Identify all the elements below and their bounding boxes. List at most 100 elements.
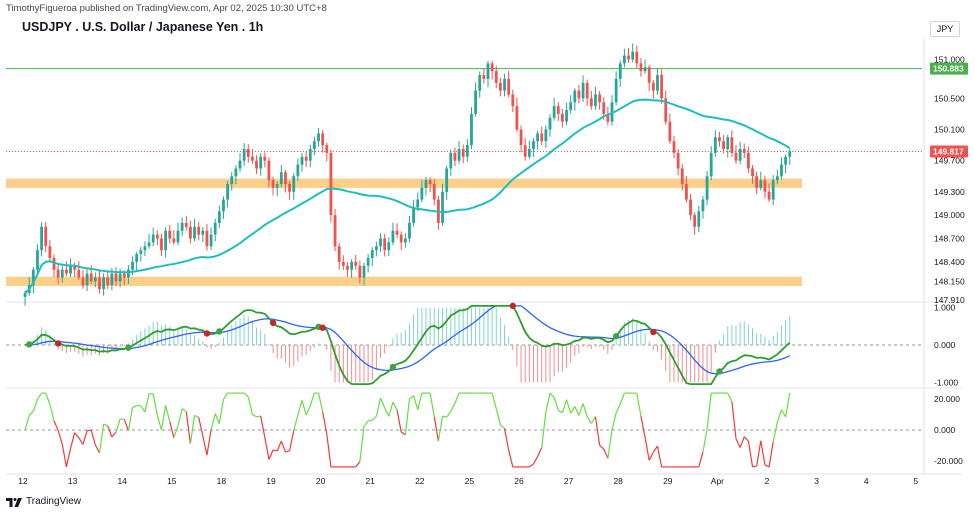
oscillator-segment bbox=[371, 415, 377, 421]
candle-up bbox=[441, 191, 444, 223]
oscillator-segment bbox=[570, 406, 576, 414]
oscillator-segment bbox=[210, 413, 216, 431]
oscillator-segment bbox=[156, 415, 163, 431]
oscillator-segment bbox=[731, 401, 737, 439]
candle-up bbox=[643, 67, 647, 72]
oscillator-segment bbox=[111, 431, 117, 438]
macd-tick-label: 0.000 bbox=[934, 340, 956, 350]
price-tick-label: 149.700 bbox=[934, 156, 965, 166]
oscillator-segment bbox=[636, 393, 642, 417]
oscillator-segment bbox=[396, 409, 402, 432]
candle-down bbox=[432, 184, 436, 200]
oscillator-segment bbox=[69, 432, 76, 449]
oscillator-segment bbox=[189, 415, 196, 444]
oscillator-segment bbox=[615, 403, 621, 414]
candle-up bbox=[370, 250, 374, 258]
candle-up bbox=[709, 152, 713, 177]
time-tick-label: Apr bbox=[711, 476, 724, 486]
candle-down bbox=[77, 269, 81, 278]
candle-up bbox=[771, 180, 775, 200]
candle-up bbox=[366, 257, 370, 266]
candle-up bbox=[213, 222, 217, 235]
oscillator-segment bbox=[322, 411, 328, 435]
candle-up bbox=[279, 172, 283, 185]
time-tick-label: 13 bbox=[68, 476, 78, 486]
tradingview-brand[interactable]: TradingView bbox=[6, 496, 81, 507]
oscillator-segment bbox=[127, 407, 134, 431]
oscillator-segment bbox=[392, 401, 398, 411]
candle-down bbox=[482, 75, 486, 79]
candle-up bbox=[527, 148, 531, 157]
time-tick-label: 14 bbox=[117, 476, 127, 486]
candle-up bbox=[408, 222, 411, 239]
candle-down bbox=[267, 160, 271, 181]
macd-cross-down-dot bbox=[319, 324, 326, 331]
price-tick-label: 148.400 bbox=[934, 257, 965, 267]
oscillator-segment bbox=[86, 429, 92, 432]
time-tick-label: 22 bbox=[415, 476, 425, 486]
candle-up bbox=[759, 180, 763, 188]
candle-down bbox=[246, 148, 250, 157]
oscillator-segment bbox=[165, 405, 171, 422]
candle-up bbox=[40, 226, 43, 251]
candle-up bbox=[403, 238, 407, 243]
oscillator-segment bbox=[65, 448, 72, 468]
candle-down bbox=[511, 94, 515, 107]
time-tick-label: 18 bbox=[217, 476, 227, 486]
oscillator-segment bbox=[132, 404, 137, 409]
oscillator-segment bbox=[545, 392, 551, 413]
candle-down bbox=[639, 63, 643, 72]
oscillator-segment bbox=[450, 403, 456, 412]
oscillator-segment bbox=[57, 430, 63, 445]
candle-up bbox=[313, 141, 316, 149]
candle-up bbox=[23, 292, 27, 297]
oscillator-segment bbox=[652, 445, 658, 453]
candle-down bbox=[184, 222, 188, 227]
candle-down bbox=[751, 168, 754, 177]
candle-up bbox=[416, 199, 420, 208]
candle-up bbox=[788, 151, 792, 157]
price-tick-label: 148.150 bbox=[934, 276, 965, 286]
oscillator-segment bbox=[780, 409, 787, 418]
oscillator-segment bbox=[152, 393, 158, 416]
oscillator-segment bbox=[549, 392, 555, 399]
oscillator-segment bbox=[454, 392, 460, 404]
candle-up bbox=[449, 152, 453, 169]
time-tick-label: 20 bbox=[316, 476, 326, 486]
candle-up bbox=[85, 273, 89, 286]
candle-down bbox=[44, 226, 48, 247]
oscillator-segment bbox=[603, 448, 609, 459]
oscillator-segment bbox=[727, 392, 733, 402]
candle-down bbox=[271, 180, 275, 188]
oscillator-segment bbox=[115, 418, 121, 433]
candle-down bbox=[304, 156, 308, 161]
oscillator-tick-label: 20.000 bbox=[934, 394, 960, 404]
oscillator-segment bbox=[28, 410, 34, 416]
macd-cross-down-dot bbox=[509, 302, 516, 310]
oscillator-segment bbox=[36, 392, 43, 400]
candle-up bbox=[300, 156, 304, 165]
oscillator-segment bbox=[735, 438, 741, 448]
tradingview-logo-icon bbox=[6, 497, 22, 507]
candle-up bbox=[445, 168, 449, 192]
oscillator-segment bbox=[433, 416, 439, 442]
oscillator-segment bbox=[508, 450, 514, 468]
macd-tick-label: 1.000 bbox=[934, 303, 956, 313]
oscillator-segment bbox=[586, 416, 592, 424]
candle-down bbox=[689, 199, 692, 216]
candle-up bbox=[93, 277, 97, 282]
oscillator-segment bbox=[528, 463, 534, 468]
currency-button[interactable]: JPY bbox=[930, 21, 960, 37]
macd-cross-down-dot bbox=[650, 328, 657, 336]
price-tick-label: 149.000 bbox=[934, 210, 965, 220]
candle-down bbox=[722, 141, 725, 149]
candle-up bbox=[478, 75, 482, 91]
candle-up bbox=[296, 164, 300, 177]
candle-up bbox=[784, 156, 787, 165]
time-tick-label: 5 bbox=[913, 476, 918, 486]
oscillator-segment bbox=[446, 411, 452, 418]
oscillator-segment bbox=[442, 415, 447, 418]
oscillator-segment bbox=[305, 405, 311, 416]
candle-up bbox=[164, 230, 167, 251]
